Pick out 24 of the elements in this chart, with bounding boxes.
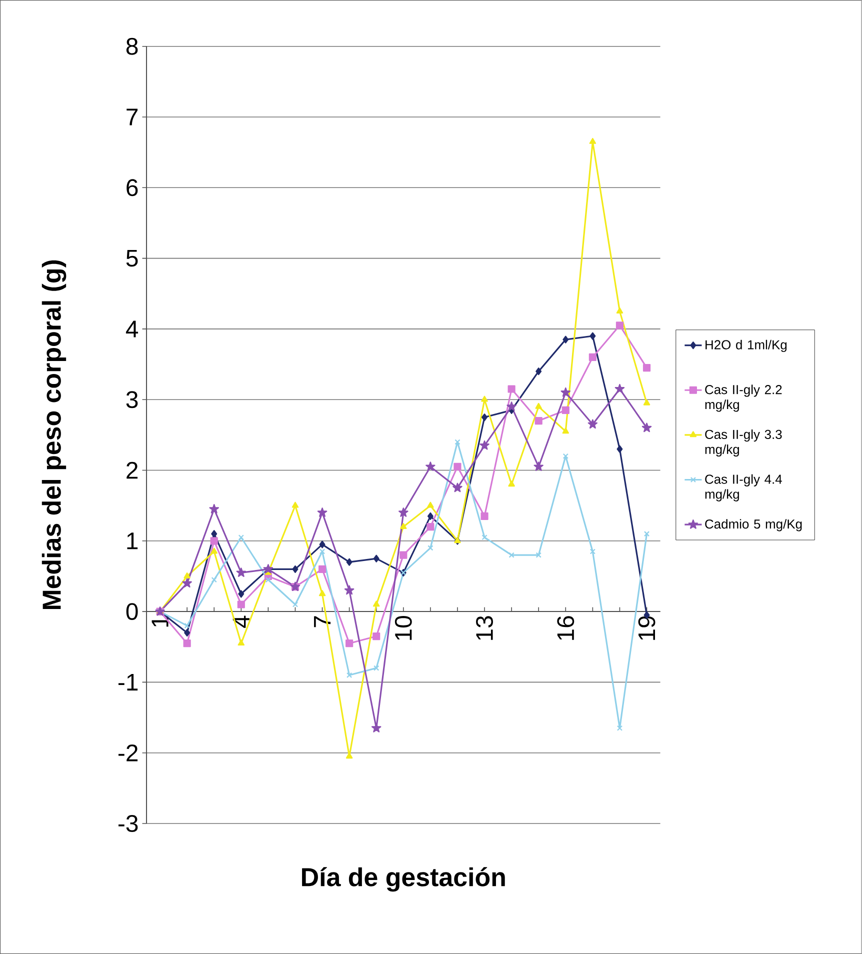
y-axis-title: Medias del peso corporal (g) <box>42 260 66 610</box>
x-tick-label: 16 <box>557 616 574 640</box>
legend-label: Cas II-gly 3.3 mg/kg <box>705 429 782 457</box>
y-tick-label: 0 <box>126 603 138 620</box>
x-tick-label: 13 <box>476 616 494 640</box>
y-tick-label: -1 <box>118 674 138 690</box>
x-axis-title: Día de gestación <box>302 867 505 892</box>
legend-label: H2O d 1ml/Kg <box>706 340 787 352</box>
y-tick-label: 4 <box>126 320 138 338</box>
y-tick-label: 2 <box>126 462 138 479</box>
legend-label: Cadmio 5 mg/Kg <box>705 519 802 532</box>
legend-label: Cas II-gly 4.4 mg/kg <box>705 474 782 502</box>
x-tick-label: 10 <box>394 616 412 640</box>
y-tick-label: -2 <box>118 744 138 762</box>
y-tick-label: 5 <box>126 250 138 267</box>
y-tick-label: 8 <box>126 38 138 55</box>
legend-label: Cas II-gly 2.2 mg/kg <box>705 384 782 412</box>
y-tick-label: 3 <box>126 391 138 408</box>
y-tick-label: 1 <box>127 532 138 550</box>
y-tick-label: 7 <box>126 108 138 126</box>
x-tick-label: 7 <box>314 616 331 628</box>
y-tick-label: 6 <box>126 179 138 196</box>
x-tick-label: 19 <box>638 616 656 640</box>
y-tick-label: -3 <box>118 815 138 832</box>
